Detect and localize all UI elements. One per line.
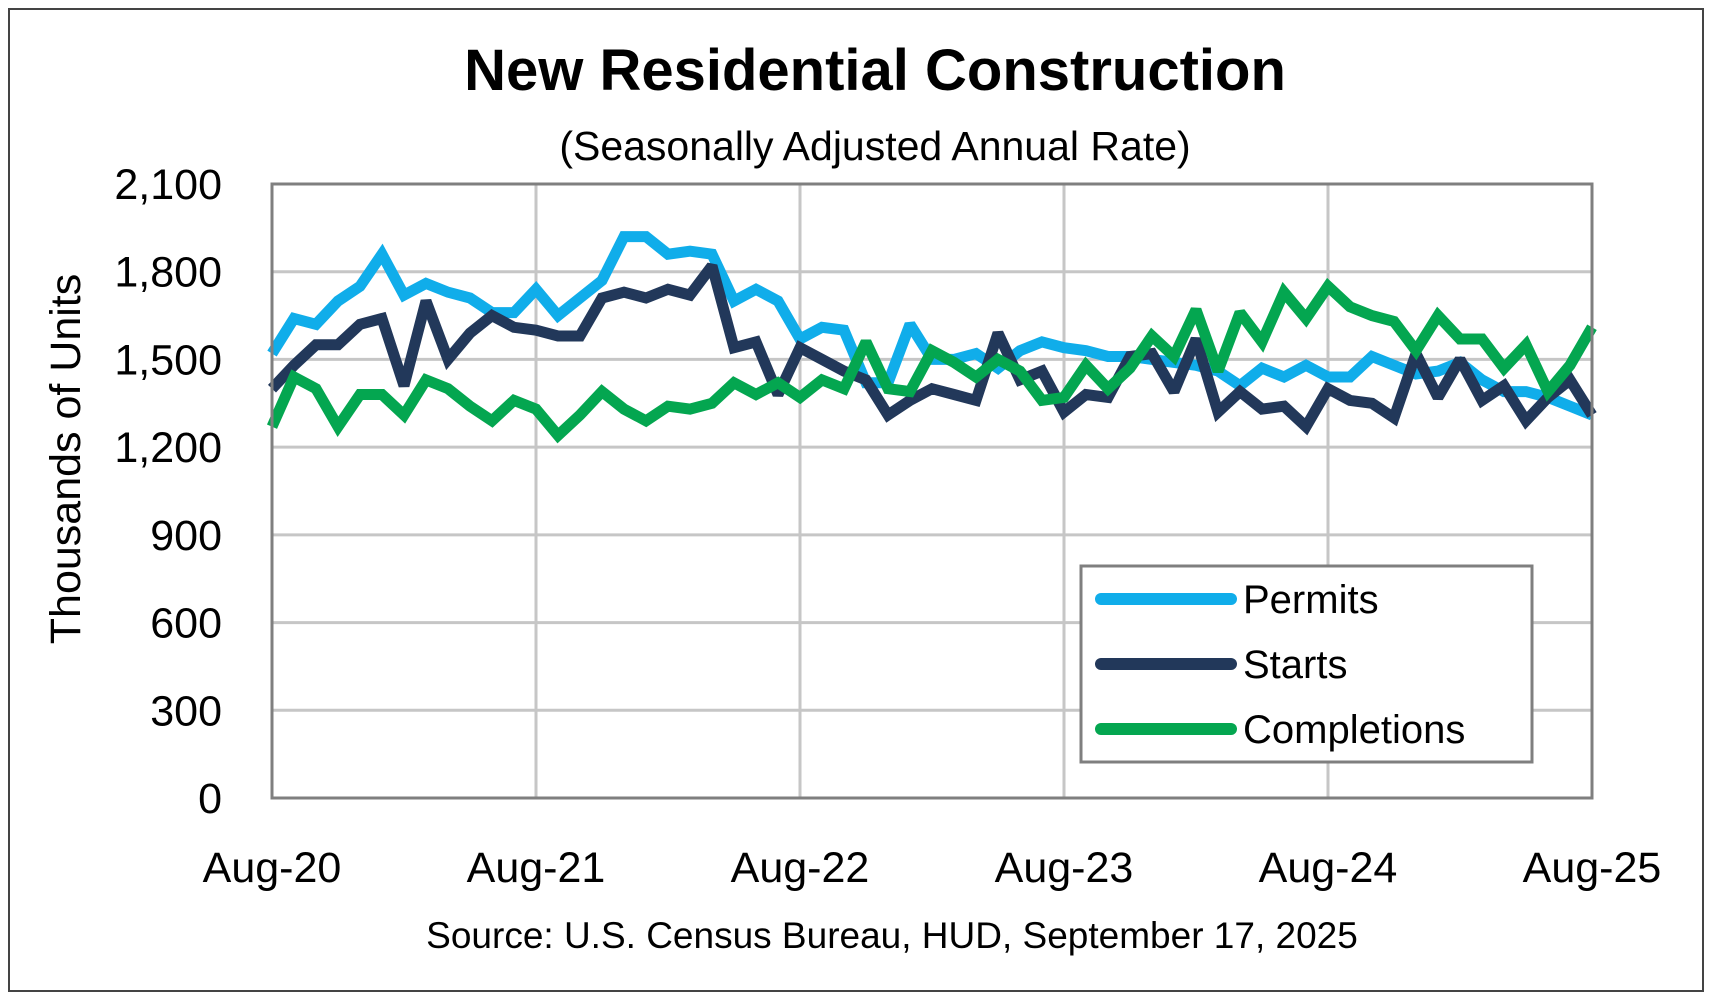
y-axis-ticks: 0 300 600 900 1,200 1,500 1,800 2,100	[114, 161, 222, 823]
x-tick-label: Aug-21	[467, 844, 606, 892]
series-lines	[266, 231, 1597, 444]
y-axis-label: Thousands of Units	[42, 274, 90, 644]
y-tick-label: 300	[150, 687, 222, 735]
y-tick-label: 1,500	[114, 336, 222, 384]
series-line-completions	[266, 277, 1597, 444]
x-tick-label: Aug-24	[1259, 844, 1398, 892]
legend: Permits Starts Completions	[1079, 564, 1534, 764]
y-tick-label: 0	[198, 775, 222, 823]
y-tick-label: 1,200	[114, 424, 222, 472]
y-tick-label: 900	[150, 512, 222, 560]
y-tick-label: 600	[150, 600, 222, 648]
x-tick-label: Aug-23	[995, 844, 1134, 892]
x-tick-label: Aug-25	[1523, 844, 1662, 892]
x-tick-label: Aug-20	[203, 844, 342, 892]
x-tick-label: Aug-22	[731, 844, 870, 892]
y-tick-label: 2,100	[114, 161, 222, 209]
legend-label-starts: Starts	[1243, 643, 1347, 687]
chart-title: New Residential Construction	[464, 38, 1286, 103]
x-axis-ticks: Aug-20 Aug-21 Aug-22 Aug-23 Aug-24 Aug-25	[203, 844, 1662, 892]
legend-label-permits: Permits	[1243, 578, 1379, 622]
plot-border	[270, 182, 1594, 800]
chart-subtitle: (Seasonally Adjusted Annual Rate)	[559, 123, 1190, 169]
y-tick-label: 1,800	[114, 249, 222, 297]
chart-source: Source: U.S. Census Bureau, HUD, Septemb…	[426, 915, 1358, 956]
series-line-starts	[267, 262, 1597, 436]
legend-label-completions: Completions	[1243, 708, 1465, 752]
